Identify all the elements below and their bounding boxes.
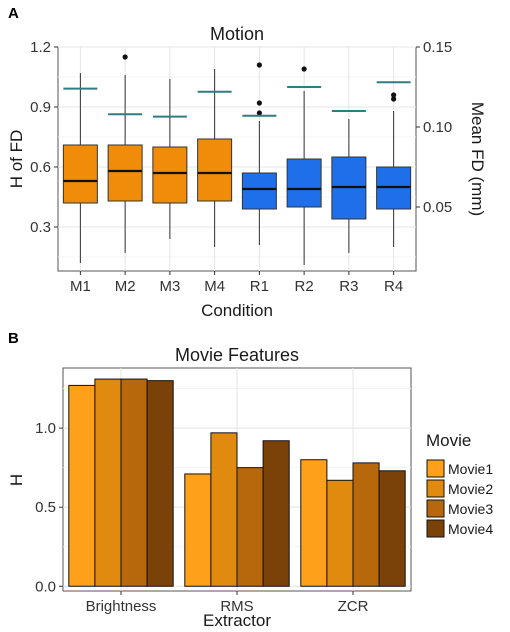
chart-b-y-ticks: 0.0 0.5 1.0 — [35, 420, 63, 595]
bar-brightness-movie1 — [68, 384, 96, 587]
box-iqr — [62, 144, 98, 204]
outlier-point — [256, 62, 262, 68]
box-iqr — [197, 138, 233, 202]
box-r4 — [376, 81, 412, 247]
x-tick-label: M4 — [204, 278, 225, 295]
y-tick-label: 0.6 — [30, 159, 51, 176]
chart-b-x-ticks: Brightness RMS ZCR — [86, 591, 369, 615]
legend-swatch-movie4 — [426, 519, 445, 538]
bar-zcr-movie3 — [352, 462, 380, 587]
y-tick-label: 0.5 — [35, 499, 56, 516]
outlier-point — [122, 54, 128, 60]
box-m2 — [107, 54, 143, 253]
legend-swatch-movie1 — [426, 459, 445, 478]
x-tick-label: ZCR — [338, 598, 369, 615]
chart-a-y-label: H of FD — [7, 130, 26, 189]
chart-a-y-ticks: 0.3 0.6 0.9 1.2 — [30, 39, 58, 236]
y-tick-label: 1.2 — [30, 39, 51, 56]
legend-label-movie3: Movie3 — [448, 501, 493, 517]
box-m1 — [62, 73, 98, 263]
chart-a-y2-ticks: 0.05 0.10 0.15 — [416, 39, 452, 216]
outlier-point — [391, 96, 397, 102]
x-tick-label: Brightness — [86, 598, 157, 615]
y-tick-label: 0.0 — [35, 578, 56, 595]
legend-label-movie1: Movie1 — [448, 461, 493, 477]
chart-a-x-ticks: M1 M2 M3 M4 R1 R2 R3 R4 — [70, 271, 403, 295]
legend-title: Movie — [426, 431, 471, 450]
x-tick-label: M1 — [70, 278, 91, 295]
chart-b-y-label: H — [7, 474, 26, 486]
box-iqr — [286, 158, 322, 208]
legend-label-movie2: Movie2 — [448, 481, 493, 497]
y-tick-label: 1.0 — [35, 420, 56, 437]
bar-brightness-movie2 — [94, 378, 122, 587]
x-tick-label: M2 — [115, 278, 136, 295]
bar-rms-movie2 — [210, 432, 238, 587]
box-iqr — [152, 146, 188, 204]
bar-rms-movie4 — [262, 440, 290, 587]
bar-brightness-movie4 — [146, 380, 174, 587]
bar-zcr-movie2 — [326, 479, 354, 587]
legend-swatch-movie2 — [426, 479, 445, 498]
chart-b-legend: Movie Movie1 Movie2 Movie3 Movie4 — [426, 431, 493, 538]
x-tick-label: M3 — [159, 278, 180, 295]
outlier-point — [301, 66, 307, 72]
box-r1 — [241, 62, 277, 245]
x-tick-label: R4 — [384, 278, 403, 295]
chart-a-x-label: Condition — [201, 301, 273, 320]
box-m4 — [197, 69, 233, 247]
panel-b: B Movie Features 0.0 0.5 1.0 Brightness RMS… — [7, 330, 493, 630]
x-tick-label: RMS — [220, 598, 253, 615]
bar-zcr-movie1 — [300, 459, 328, 587]
outlier-point — [391, 92, 397, 98]
x-tick-label: R3 — [339, 278, 358, 295]
panel-a: A Motion 0.30.60.91.2 0.050.100.15 M1 M2 M… — [7, 5, 487, 320]
bar-rms-movie3 — [236, 467, 264, 587]
y2-tick-label: 0.10 — [423, 119, 452, 136]
y-tick-label: 0.3 — [30, 219, 51, 236]
panel-b-letter: B — [8, 330, 19, 347]
x-tick-label: R1 — [250, 278, 269, 295]
bar-brightness-movie3 — [120, 378, 148, 587]
panel-a-letter: A — [8, 5, 19, 22]
chart-a-boxes — [62, 54, 412, 265]
chart-a-y2-label: Mean FD (mm) — [468, 102, 487, 216]
outlier-point — [256, 110, 262, 116]
bar-rms-movie1 — [184, 473, 212, 587]
x-tick-label: R2 — [295, 278, 314, 295]
chart-b-title: Movie Features — [175, 345, 299, 365]
chart-a-title: Motion — [210, 24, 264, 44]
chart-b-bars — [68, 378, 406, 587]
outlier-point — [256, 100, 262, 106]
box-m3 — [152, 79, 188, 239]
y-tick-label: 0.9 — [30, 99, 51, 116]
bar-zcr-movie4 — [378, 470, 406, 587]
box-iqr — [241, 172, 277, 210]
y2-tick-label: 0.05 — [423, 199, 452, 216]
chart-b-x-label: Extractor — [203, 611, 271, 630]
y2-tick-label: 0.15 — [423, 39, 452, 56]
box-r2 — [286, 66, 322, 265]
legend-label-movie4: Movie4 — [448, 521, 493, 537]
box-iqr — [107, 144, 143, 202]
legend-swatch-movie3 — [426, 499, 445, 518]
box-r3 — [331, 110, 367, 253]
